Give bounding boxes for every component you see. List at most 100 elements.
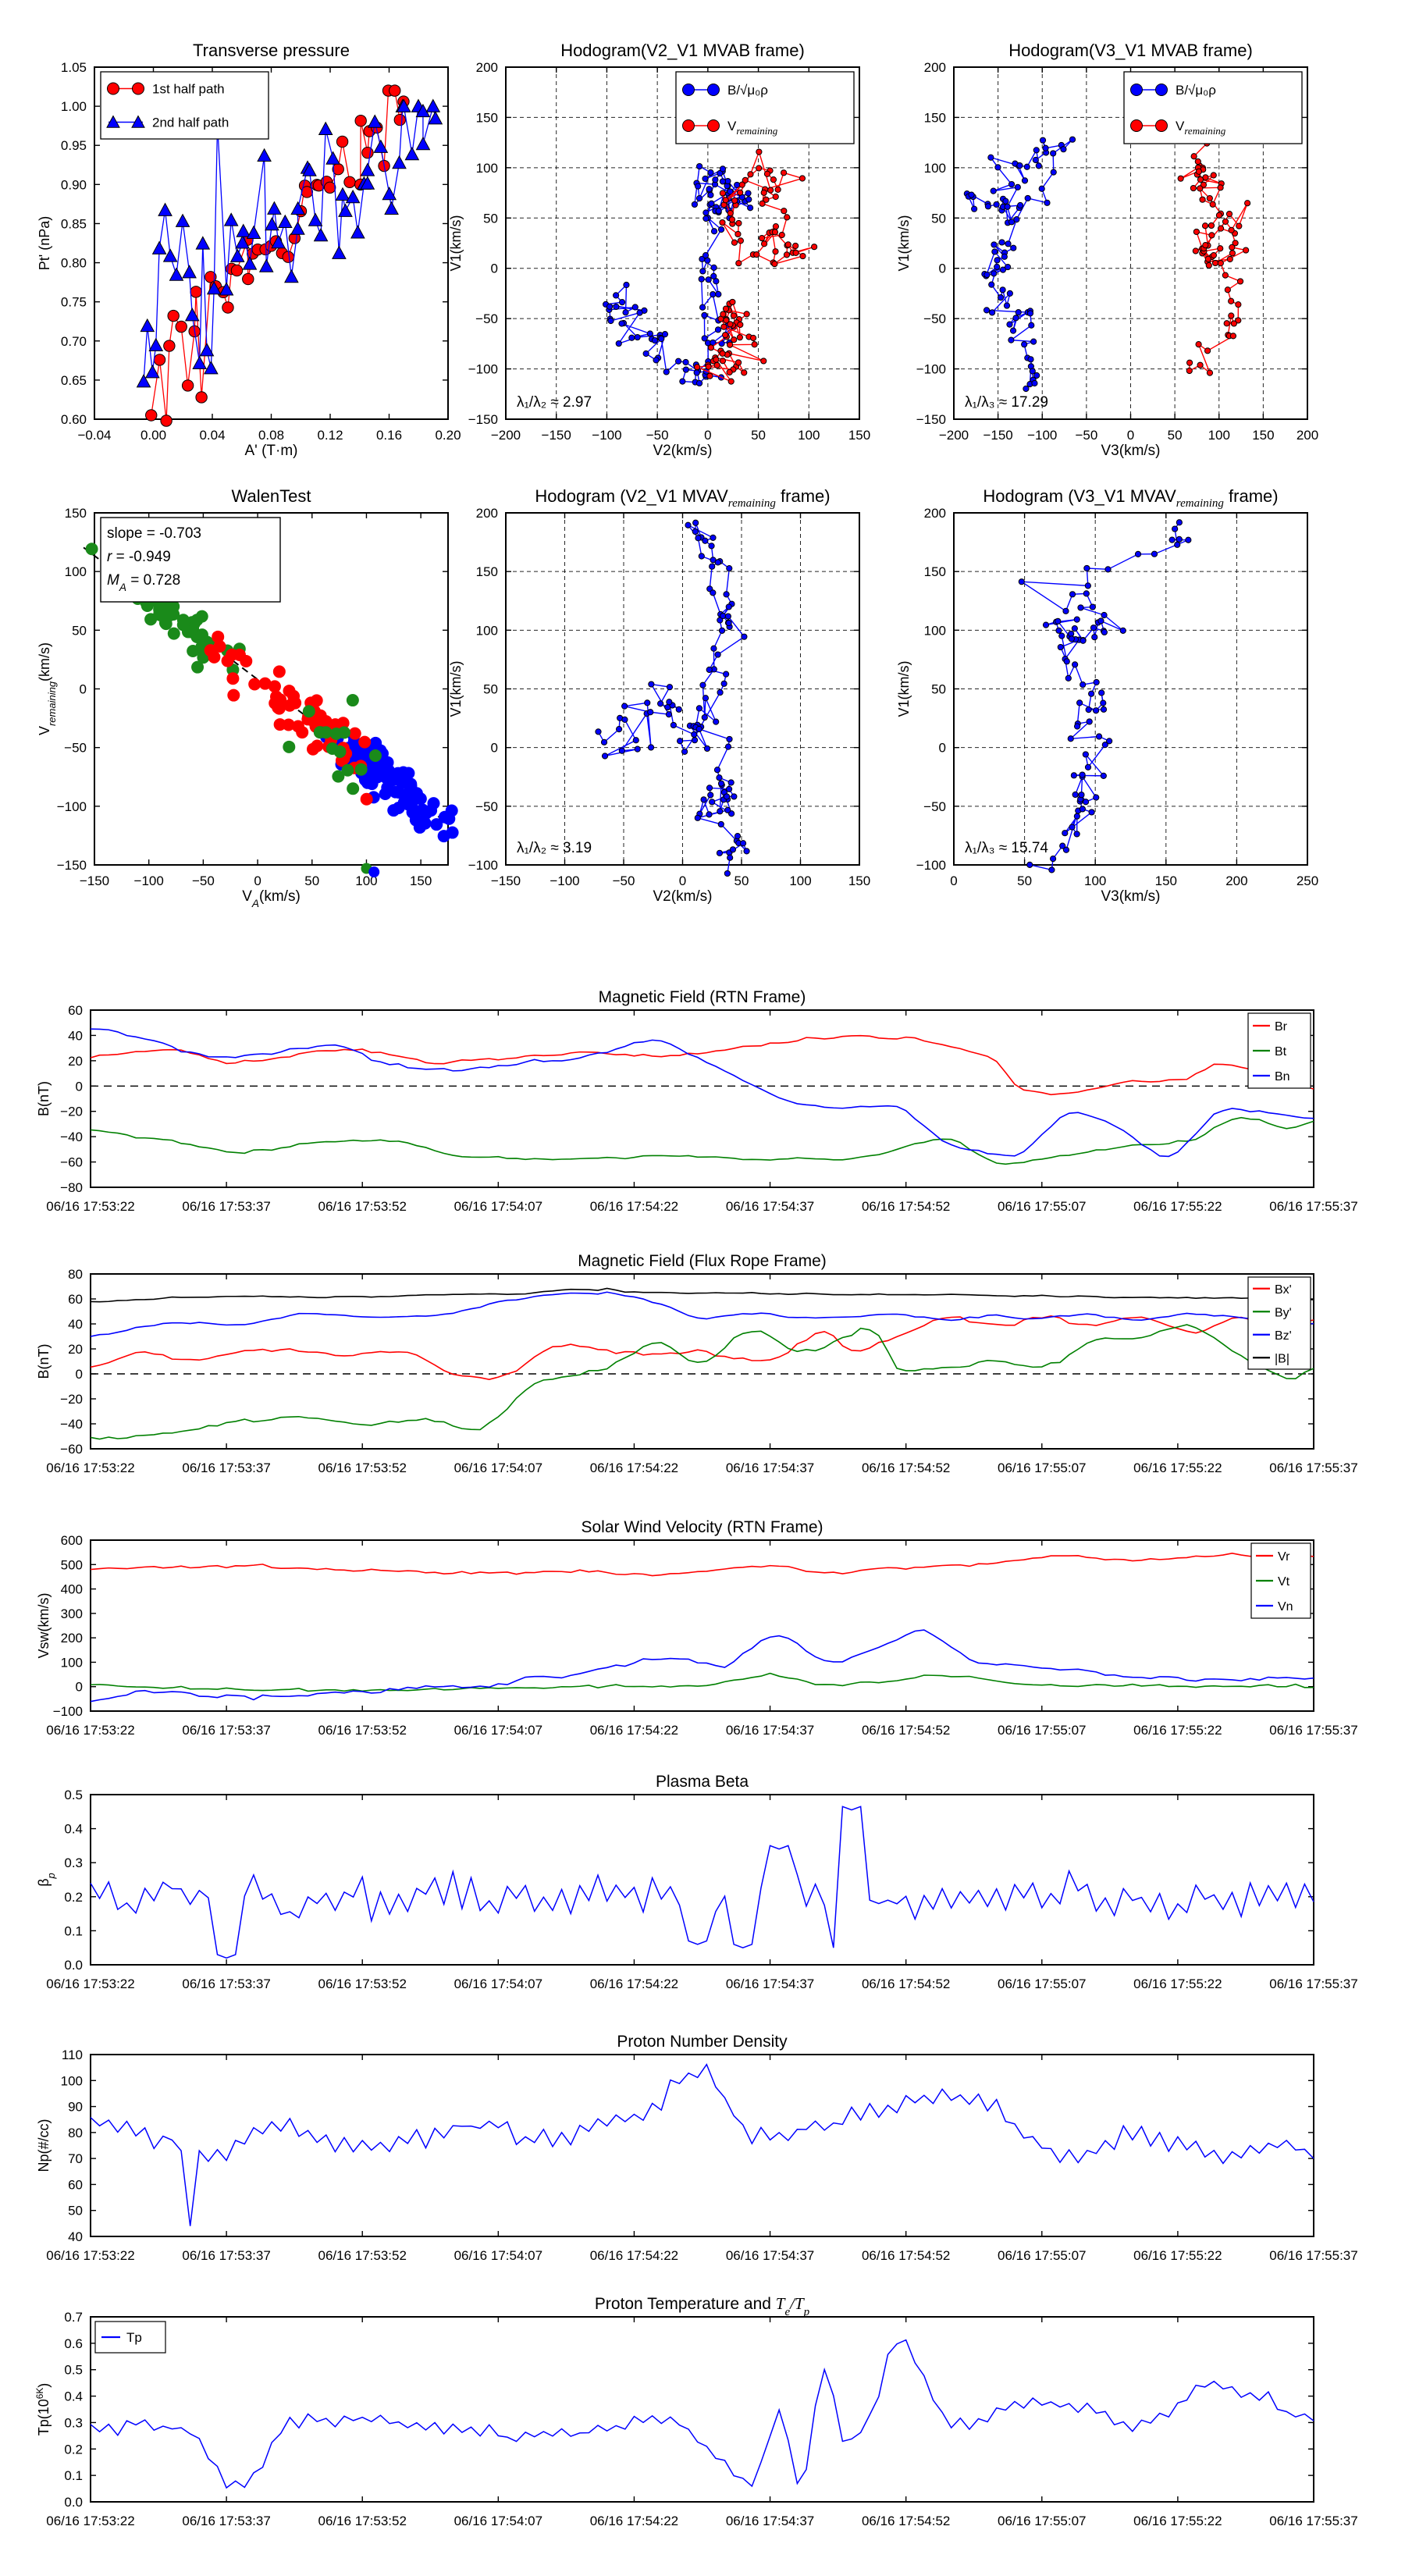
svg-text:150: 150: [848, 428, 870, 443]
svg-text:200: 200: [924, 60, 946, 75]
svg-text:150: 150: [410, 873, 432, 888]
svg-text:0.1: 0.1: [64, 1923, 83, 1938]
svg-text:−100: −100: [550, 873, 579, 888]
svg-text:300: 300: [61, 1606, 83, 1621]
svg-text:200: 200: [476, 60, 498, 75]
svg-text:0: 0: [939, 262, 946, 276]
svg-text:Plasma Beta: Plasma Beta: [656, 1773, 749, 1791]
svg-text:Bz': Bz': [1275, 1329, 1292, 1343]
svg-text:Transverse pressure: Transverse pressure: [193, 41, 350, 60]
svg-text:06/16 17:53:22: 06/16 17:53:22: [46, 1723, 134, 1738]
svg-text:V1(km/s): V1(km/s): [448, 215, 464, 272]
svg-text:0.2: 0.2: [64, 2442, 83, 2457]
svg-text:B(nT): B(nT): [36, 1344, 52, 1379]
svg-text:Tp: Tp: [126, 2330, 142, 2345]
svg-text:06/16 17:55:22: 06/16 17:55:22: [1133, 1976, 1222, 1991]
svg-text:06/16 17:54:37: 06/16 17:54:37: [726, 1199, 814, 1214]
svg-text:06/16 17:53:37: 06/16 17:53:37: [182, 1723, 270, 1738]
svg-text:r = -0.949: r = -0.949: [107, 549, 171, 565]
svg-text:150: 150: [1155, 873, 1177, 888]
svg-text:|B|: |B|: [1275, 1352, 1289, 1365]
svg-text:200: 200: [1225, 873, 1247, 888]
svg-text:0: 0: [80, 682, 87, 697]
svg-text:0.1: 0.1: [64, 2468, 83, 2483]
svg-text:06/16 17:54:37: 06/16 17:54:37: [726, 1461, 814, 1475]
svg-text:0.5: 0.5: [64, 2363, 83, 2378]
svg-text:06/16 17:54:07: 06/16 17:54:07: [454, 2248, 542, 2263]
svg-text:06/16 17:53:22: 06/16 17:53:22: [46, 1461, 134, 1475]
svg-text:06/16 17:53:52: 06/16 17:53:52: [318, 1461, 406, 1475]
svg-text:0.12: 0.12: [317, 428, 343, 443]
svg-text:λ₁/λ₂ ≈ 3.19: λ₁/λ₂ ≈ 3.19: [517, 840, 592, 856]
svg-text:slope = -0.703: slope = -0.703: [107, 525, 201, 542]
svg-text:Proton Number Density: Proton Number Density: [617, 2033, 788, 2051]
svg-text:0: 0: [679, 873, 686, 888]
svg-text:−50: −50: [1075, 428, 1097, 443]
svg-text:06/16 17:54:37: 06/16 17:54:37: [726, 2514, 814, 2528]
svg-text:−150: −150: [468, 412, 498, 427]
svg-text:60: 60: [68, 1292, 83, 1307]
svg-text:06/16 17:55:07: 06/16 17:55:07: [998, 1199, 1086, 1214]
svg-text:06/16 17:53:52: 06/16 17:53:52: [318, 1723, 406, 1738]
svg-text:0: 0: [491, 262, 498, 276]
svg-text:−50: −50: [646, 428, 669, 443]
svg-text:100: 100: [789, 873, 811, 888]
svg-text:06/16 17:53:52: 06/16 17:53:52: [318, 1199, 406, 1214]
svg-text:V3(km/s): V3(km/s): [1101, 888, 1161, 905]
svg-text:−150: −150: [80, 873, 109, 888]
svg-text:06/16 17:54:52: 06/16 17:54:52: [862, 1461, 950, 1475]
svg-text:−150: −150: [57, 858, 87, 873]
svg-text:Br: Br: [1275, 1020, 1288, 1034]
svg-text:150: 150: [476, 110, 498, 125]
svg-text:150: 150: [924, 110, 946, 125]
svg-text:Vr: Vr: [1278, 1550, 1290, 1564]
svg-text:06/16 17:54:22: 06/16 17:54:22: [590, 1461, 678, 1475]
svg-text:06/16 17:55:07: 06/16 17:55:07: [998, 2248, 1086, 2263]
svg-text:V2(km/s): V2(km/s): [653, 443, 713, 459]
svg-text:Hodogram(V3_V1 MVAB frame): Hodogram(V3_V1 MVAB frame): [1008, 41, 1253, 60]
svg-text:06/16 17:55:37: 06/16 17:55:37: [1269, 1461, 1357, 1475]
svg-text:06/16 17:54:22: 06/16 17:54:22: [590, 2514, 678, 2528]
svg-text:B/√μ₀ρ: B/√μ₀ρ: [1176, 83, 1216, 98]
svg-text:06/16 17:55:07: 06/16 17:55:07: [998, 2514, 1086, 2528]
svg-text:06/16 17:54:52: 06/16 17:54:52: [862, 1976, 950, 1991]
svg-text:−20: −20: [60, 1105, 83, 1119]
svg-text:100: 100: [924, 161, 946, 176]
svg-text:−150: −150: [542, 428, 571, 443]
svg-text:20: 20: [68, 1342, 83, 1357]
svg-text:06/16 17:53:37: 06/16 17:53:37: [182, 1199, 270, 1214]
svg-text:06/16 17:53:22: 06/16 17:53:22: [46, 2248, 134, 2263]
svg-text:06/16 17:55:22: 06/16 17:55:22: [1133, 1723, 1222, 1738]
svg-text:06/16 17:53:22: 06/16 17:53:22: [46, 2514, 134, 2528]
svg-text:50: 50: [72, 623, 87, 638]
svg-text:06/16 17:54:52: 06/16 17:54:52: [862, 2248, 950, 2263]
svg-text:150: 150: [1252, 428, 1274, 443]
svg-text:500: 500: [61, 1557, 83, 1572]
svg-text:06/16 17:54:37: 06/16 17:54:37: [726, 1723, 814, 1738]
svg-text:−50: −50: [923, 311, 946, 326]
svg-text:0.6: 0.6: [64, 2336, 83, 2351]
svg-text:0.2: 0.2: [64, 1890, 83, 1905]
svg-text:06/16 17:53:52: 06/16 17:53:52: [318, 2248, 406, 2263]
svg-text:50: 50: [735, 873, 749, 888]
svg-text:06/16 17:53:37: 06/16 17:53:37: [182, 1976, 270, 1991]
svg-text:06/16 17:54:37: 06/16 17:54:37: [726, 1976, 814, 1991]
svg-text:−100: −100: [1027, 428, 1057, 443]
svg-text:0.4: 0.4: [64, 2389, 83, 2404]
svg-text:0.7: 0.7: [64, 2310, 83, 2325]
svg-text:90: 90: [68, 2100, 83, 2115]
svg-text:B(nT): B(nT): [36, 1081, 52, 1116]
svg-text:WalenTest: WalenTest: [232, 486, 311, 506]
svg-text:Pt' (nPa): Pt' (nPa): [37, 216, 52, 270]
svg-text:06/16 17:55:37: 06/16 17:55:37: [1269, 2514, 1357, 2528]
svg-text:50: 50: [483, 211, 498, 226]
svg-text:−40: −40: [60, 1130, 83, 1144]
svg-text:06/16 17:54:07: 06/16 17:54:07: [454, 1723, 542, 1738]
svg-text:100: 100: [476, 623, 498, 638]
svg-text:0.85: 0.85: [61, 216, 87, 231]
svg-text:100: 100: [1208, 428, 1230, 443]
svg-text:100: 100: [476, 161, 498, 176]
svg-text:06/16 17:54:52: 06/16 17:54:52: [862, 2514, 950, 2528]
svg-text:06/16 17:55:22: 06/16 17:55:22: [1133, 2248, 1222, 2263]
svg-text:0.20: 0.20: [435, 428, 461, 443]
